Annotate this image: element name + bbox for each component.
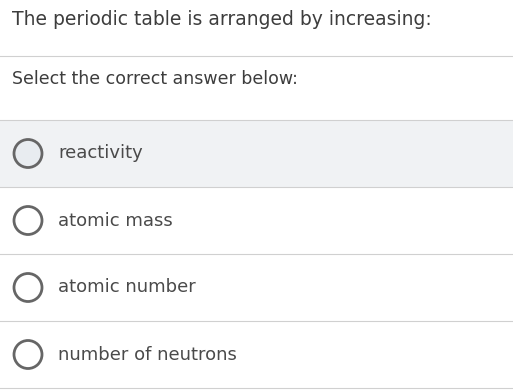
FancyBboxPatch shape [0,321,513,388]
FancyBboxPatch shape [0,120,513,187]
FancyBboxPatch shape [0,187,513,254]
Text: atomic number: atomic number [58,278,196,296]
Text: number of neutrons: number of neutrons [58,346,237,364]
Text: The periodic table is arranged by increasing:: The periodic table is arranged by increa… [12,10,432,29]
Circle shape [14,140,42,167]
Circle shape [14,206,42,235]
Circle shape [14,341,42,368]
Circle shape [14,273,42,301]
Text: reactivity: reactivity [58,145,143,163]
Text: atomic mass: atomic mass [58,212,173,230]
FancyBboxPatch shape [0,254,513,321]
Text: Select the correct answer below:: Select the correct answer below: [12,70,298,88]
